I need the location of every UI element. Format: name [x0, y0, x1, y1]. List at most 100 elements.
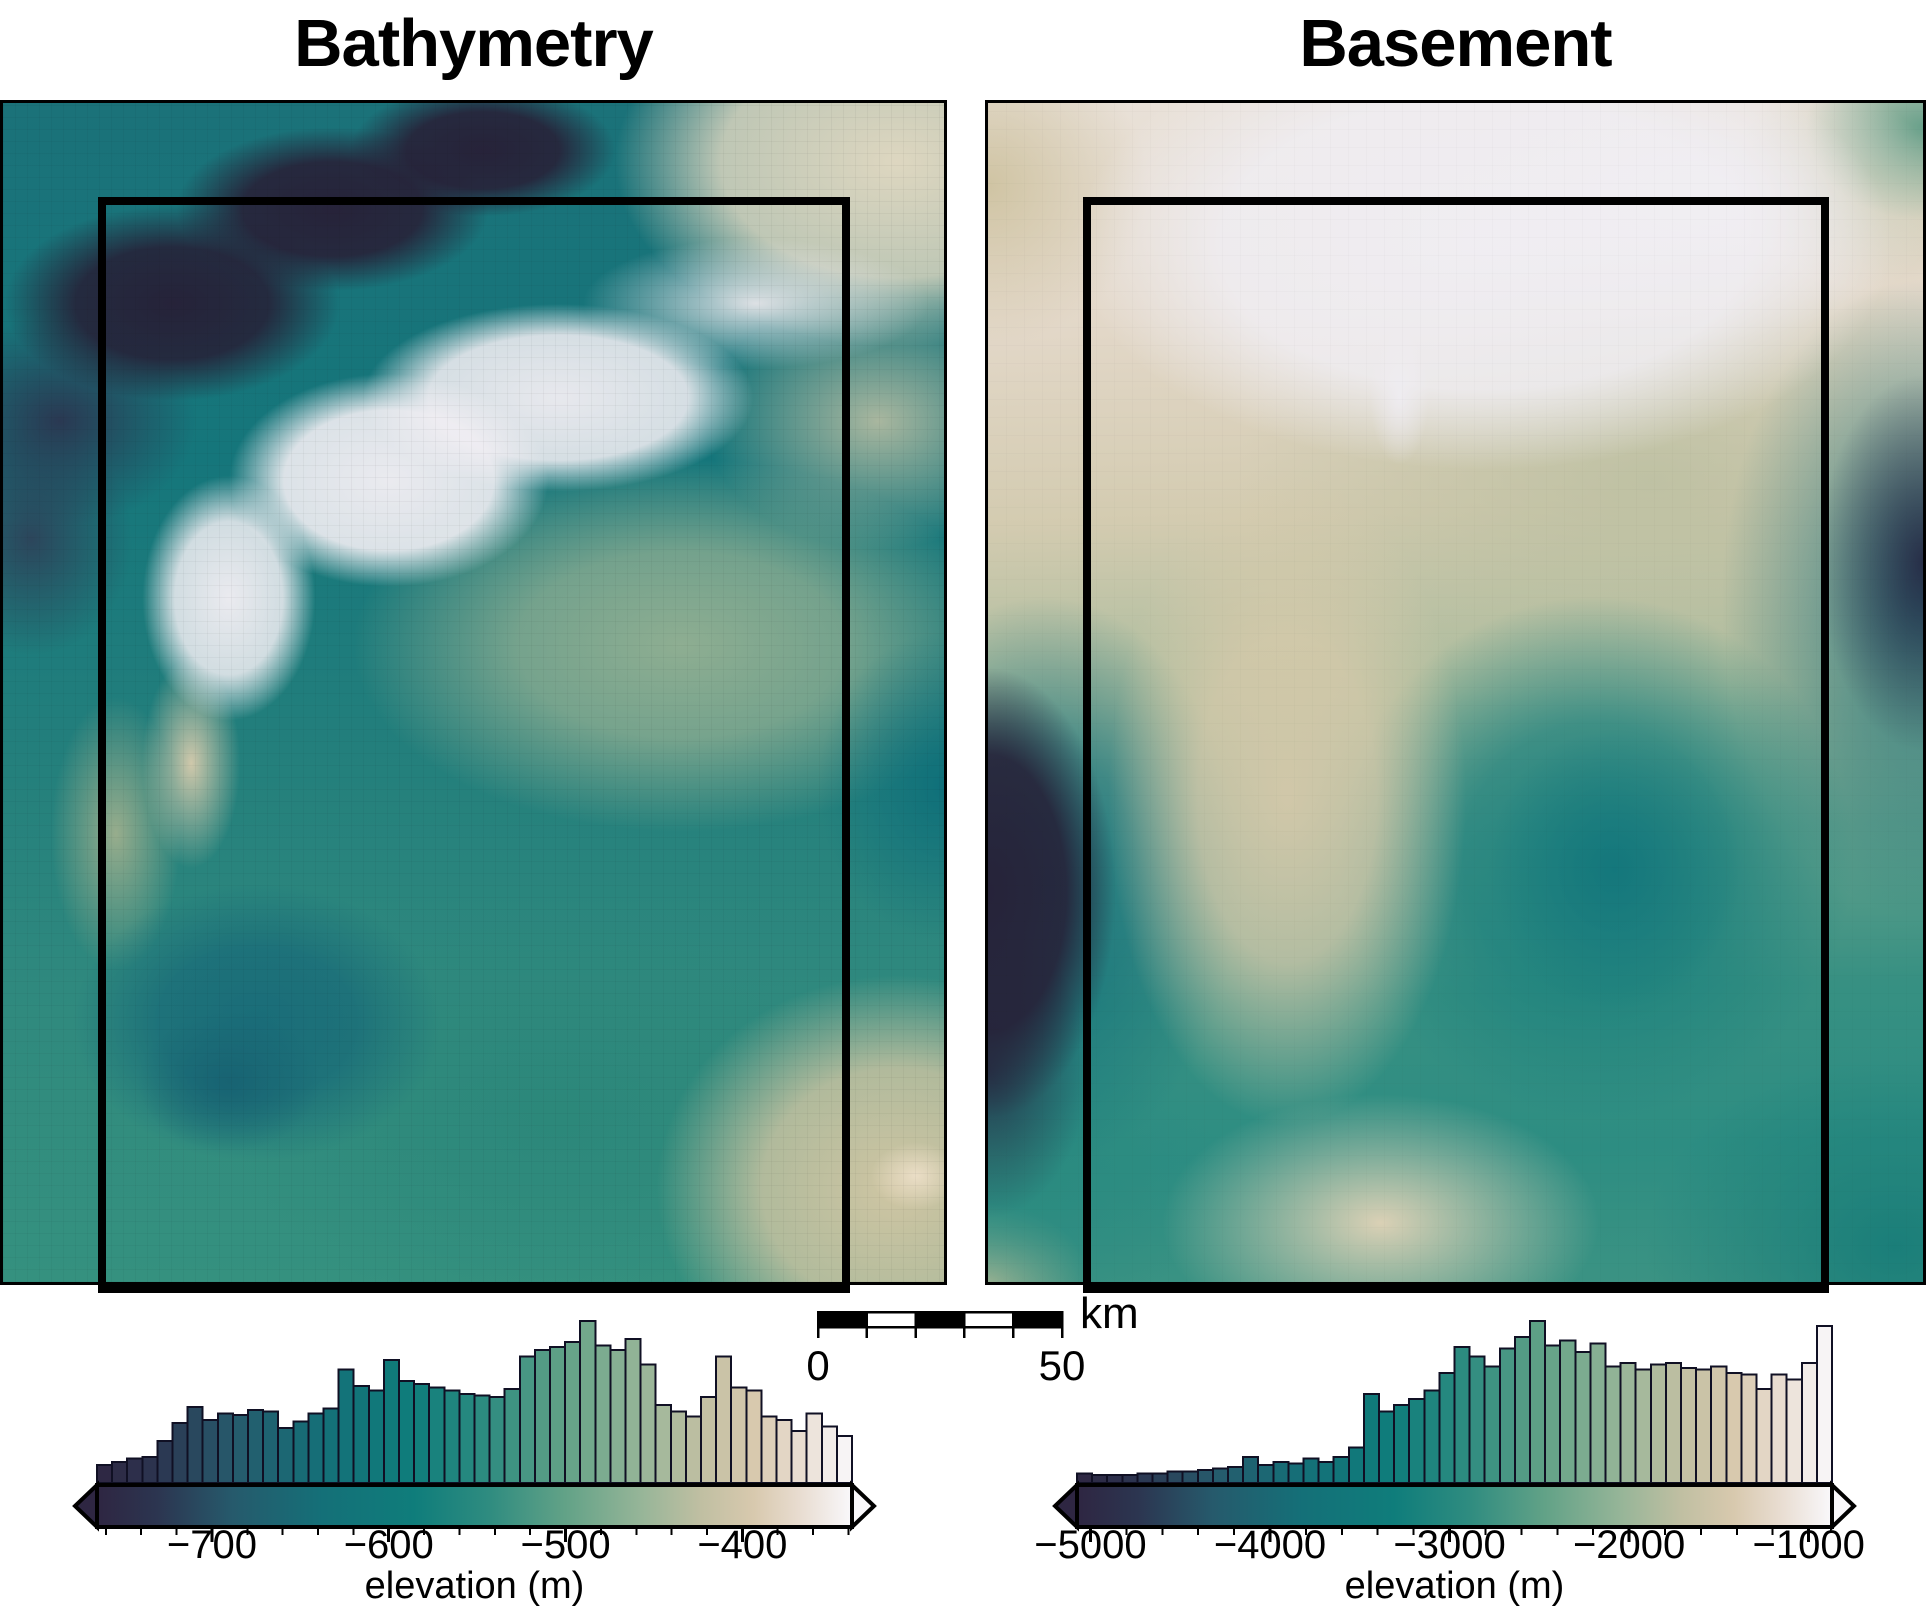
- bathymetry-elevation-histogram: −700 −600 −500 −400 elevation (m): [72, 1320, 877, 1606]
- histogram-bar: [594, 1344, 612, 1484]
- histogram-bar: [805, 1412, 823, 1484]
- histogram-bar: [428, 1386, 446, 1484]
- histogram-bar: [382, 1358, 400, 1484]
- basement-study-area-rectangle: [1083, 197, 1829, 1293]
- colorbar-tick-label: −3000: [1393, 1523, 1505, 1567]
- histogram-bar: [1151, 1472, 1169, 1484]
- histogram-bar: [518, 1355, 536, 1484]
- histogram-bar: [1800, 1362, 1818, 1484]
- histogram-bar: [1770, 1373, 1788, 1484]
- colorbar-axis-label: elevation (m): [365, 1565, 585, 1606]
- colorbar-left-arrow: [72, 1480, 99, 1532]
- histogram-bar: [1332, 1456, 1350, 1485]
- histogram-bar: [262, 1410, 280, 1484]
- histogram-bar: [1755, 1388, 1773, 1484]
- histogram-bar: [775, 1418, 793, 1485]
- histogram-bar: [156, 1439, 174, 1485]
- histogram-bar: [609, 1349, 627, 1484]
- histogram-bar: [820, 1425, 838, 1485]
- histogram-bar: [1362, 1392, 1381, 1484]
- histogram-bar: [1211, 1467, 1230, 1484]
- histogram-bar: [1272, 1460, 1290, 1485]
- histogram-bar: [141, 1456, 159, 1485]
- histogram-bar: [322, 1407, 340, 1484]
- histogram-bar: [1664, 1362, 1683, 1484]
- histogram-bar: [1242, 1456, 1260, 1485]
- histogram-bar: [1513, 1336, 1532, 1485]
- histogram-bar: [1423, 1389, 1441, 1484]
- histogram-bar: [1121, 1473, 1139, 1484]
- histogram-bar: [96, 1464, 114, 1484]
- histogram-bar: [1453, 1345, 1471, 1484]
- histogram-bar: [277, 1426, 295, 1484]
- histogram-bar: [1710, 1365, 1728, 1484]
- histogram-bar: [564, 1341, 582, 1485]
- histogram-bar: [337, 1368, 355, 1484]
- histogram-bar: [579, 1320, 597, 1484]
- colorbar-right-arrow: [1830, 1480, 1857, 1532]
- histogram-bar: [443, 1389, 461, 1484]
- histogram-bar: [835, 1435, 854, 1485]
- histogram-bar: [1408, 1397, 1426, 1484]
- histogram-bar: [624, 1337, 642, 1484]
- histogram-bar: [1196, 1469, 1214, 1484]
- histogram-bar: [1438, 1371, 1456, 1484]
- histogram-bar: [654, 1404, 672, 1484]
- colorbar-tick-label: −2000: [1573, 1523, 1685, 1567]
- histogram-bar: [1091, 1473, 1109, 1484]
- histogram-bar: [247, 1409, 265, 1484]
- histogram-bar: [1468, 1355, 1486, 1484]
- histogram-bar: [126, 1457, 144, 1484]
- histogram-bar: [1106, 1473, 1124, 1484]
- histogram-bar: [1725, 1371, 1743, 1484]
- histogram-bar: [1559, 1339, 1577, 1484]
- scale-bar-segment: [963, 1310, 1015, 1329]
- histogram-bar: [352, 1384, 370, 1484]
- colorbar: [95, 1483, 854, 1529]
- histogram-bar: [760, 1415, 778, 1484]
- colorbar-tick-label: −600: [344, 1523, 434, 1567]
- bathymetry-map: [0, 100, 947, 1293]
- histogram-bar: [1378, 1410, 1396, 1484]
- histogram-bar: [488, 1396, 506, 1484]
- histogram-bar: [292, 1420, 310, 1485]
- histogram-bar: [398, 1379, 416, 1484]
- basement-raster: [988, 103, 1923, 1282]
- histogram-bar: [1498, 1347, 1516, 1485]
- colorbar-tick-label: −400: [697, 1523, 787, 1567]
- histogram-bar: [458, 1392, 476, 1484]
- histogram-bar: [1529, 1320, 1547, 1484]
- histogram-bar: [231, 1413, 249, 1484]
- histogram-bar: [1483, 1365, 1501, 1484]
- colorbar-tick-label: −1000: [1752, 1523, 1864, 1567]
- histogram-bar: [503, 1388, 521, 1484]
- scale-bar-segment: [1011, 1310, 1064, 1329]
- scale-bar-end-label: 50: [1039, 1342, 1086, 1389]
- colorbar-left-arrow: [1052, 1480, 1079, 1532]
- panel-title-basement: Basement: [1299, 6, 1612, 81]
- histogram-bar: [1393, 1404, 1411, 1484]
- bathymetry-study-area-rectangle: [98, 197, 850, 1293]
- basement-elevation-histogram: −5000 −4000 −3000 −2000 −1000 elevation (m): [1034, 1320, 1865, 1606]
- histogram-bar: [1649, 1363, 1667, 1484]
- histogram-bar: [790, 1430, 808, 1485]
- histogram-bar: [473, 1394, 491, 1484]
- histogram-bar: [1589, 1342, 1607, 1485]
- colorbar-tick-label: −5000: [1034, 1523, 1146, 1567]
- histogram-bar: [216, 1412, 234, 1484]
- colorbar-tick-label: −4000: [1214, 1523, 1326, 1567]
- histogram-bar: [1181, 1470, 1199, 1485]
- histogram-bar: [1634, 1368, 1652, 1484]
- colorbar-tick-label: −700: [167, 1523, 257, 1567]
- bathymetry-raster: [3, 103, 944, 1282]
- scale-bar-segment: [914, 1310, 966, 1329]
- colorbar: [1075, 1483, 1834, 1529]
- histogram-bar: [307, 1412, 325, 1484]
- histogram-bar: [1680, 1366, 1698, 1484]
- histogram-bar: [684, 1415, 703, 1484]
- histogram-bar: [1136, 1472, 1154, 1484]
- histogram-bar: [1815, 1324, 1834, 1484]
- scale-bar-start-label: 0: [806, 1342, 829, 1389]
